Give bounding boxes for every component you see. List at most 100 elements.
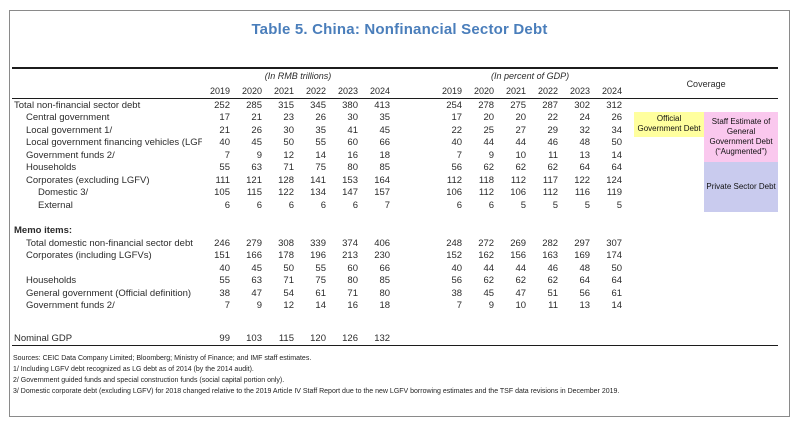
rmb-value-cell: 164 xyxy=(374,174,391,186)
year-header: 2023 xyxy=(562,83,595,99)
row-label: Total non-financial sector debt xyxy=(14,99,141,111)
gdp-value-cell: 64 xyxy=(611,275,623,287)
gdp-value-cell: 11 xyxy=(548,300,559,312)
gdp-value-cell: 156 xyxy=(510,250,527,262)
gdp-value-cell: 22 xyxy=(451,124,463,136)
gdp-value-cell: 44 xyxy=(515,137,527,149)
rmb-value-cell: 141 xyxy=(310,174,326,186)
rmb-value-cell: 71 xyxy=(283,275,294,287)
rmb-value-cell: 47 xyxy=(251,287,262,299)
gdp-value-cell: 26 xyxy=(611,112,623,124)
gdp-value-cell: 302 xyxy=(574,99,591,111)
table-row: Local government 1/21 26 30 35 41 45 22 25 27 29 3… xyxy=(12,124,778,137)
year-header: 2020 xyxy=(466,83,499,99)
gdp-value-cell: 62 xyxy=(515,275,527,287)
group-header-rmb: (In RMB trillions) xyxy=(202,67,395,83)
gdp-value-cell xyxy=(434,225,466,238)
gdp-value-cell: 9 xyxy=(488,149,495,161)
column-gap xyxy=(394,124,434,137)
rmb-value-cell: 151 xyxy=(214,250,230,262)
column-gap xyxy=(394,225,434,238)
gdp-value-cell: 122 xyxy=(574,174,591,186)
column-gap xyxy=(626,225,634,238)
row-label: Corporates (excluding LGFV) xyxy=(26,174,150,186)
coverage-empty-cell xyxy=(634,262,778,275)
gdp-value-cell: 7 xyxy=(456,300,463,312)
gdp-value-cell: 5 xyxy=(616,199,623,211)
table-frame: Table 5. China: Nonfinancial Sector Debt… xyxy=(9,10,790,417)
gdp-value-cell: 297 xyxy=(574,237,591,249)
rmb-value-cell: 55 xyxy=(219,162,230,174)
rmb-value-cell: 122 xyxy=(278,187,294,199)
row-label: External xyxy=(38,199,73,211)
gdp-value-cell xyxy=(594,332,627,346)
column-gap xyxy=(394,250,434,263)
year-header: 2019 xyxy=(434,83,467,99)
rmb-value-cell: 7 xyxy=(384,199,391,211)
rmb-value-cell: 147 xyxy=(342,187,358,199)
gdp-value-cell: 5 xyxy=(520,199,527,211)
gdp-value-cell: 269 xyxy=(510,237,527,249)
gdp-value-cell: 40 xyxy=(451,137,463,149)
group-header-row: (In RMB trillions) (In percent of GDP) C… xyxy=(12,67,779,99)
column-gap xyxy=(626,275,634,288)
rmb-value-cell: 246 xyxy=(214,237,230,249)
rmb-value-cell: 66 xyxy=(379,262,391,274)
row-label: Central government xyxy=(26,112,110,124)
header-coverage: Coverage xyxy=(634,67,779,99)
column-gap xyxy=(626,99,634,112)
gdp-value-cell: 272 xyxy=(478,237,495,249)
column-gap xyxy=(394,137,434,150)
rmb-value-cell: 26 xyxy=(315,112,326,124)
table-row: Corporates (excluding LGFV) 111 121 128 141 1… xyxy=(12,174,778,187)
row-label: Corporates (including LGFVs) xyxy=(26,250,152,262)
table-row: Corporates (including LGFVs) 151 166 178 196… xyxy=(12,250,778,263)
column-gap xyxy=(626,262,634,275)
row-label: Government funds 2/ xyxy=(26,149,115,161)
rmb-value-cell: 6 xyxy=(256,199,262,211)
row-label: Local government 1/ xyxy=(26,124,113,136)
rmb-value-cell: 339 xyxy=(310,237,326,249)
rmb-value-cell: 30 xyxy=(347,112,358,124)
rmb-value-cell: 380 xyxy=(342,99,358,111)
gdp-value-cell: 116 xyxy=(574,187,591,199)
gdp-value-cell: 118 xyxy=(478,174,495,186)
rmb-value-cell: 66 xyxy=(379,137,391,149)
table-row: Government funds 2/7 9 12 14 16 18 7 9 10 11 13 14 xyxy=(12,300,778,313)
rmb-value-cell: 99 xyxy=(202,332,234,346)
rmb-value-cell: 38 xyxy=(219,287,230,299)
gdp-value-cell: 62 xyxy=(515,162,527,174)
years-header-row: 2019 2020 2021 2022 2023 2024 2019 2020 … xyxy=(12,83,778,99)
gdp-value-cell xyxy=(434,332,467,346)
rmb-value-cell: 63 xyxy=(251,162,262,174)
gdp-value-cell: 45 xyxy=(483,287,495,299)
gdp-value-cell: 7 xyxy=(456,149,463,161)
rmb-value-cell: 60 xyxy=(347,137,358,149)
rmb-value-cell: 121 xyxy=(246,174,262,186)
coverage-empty-cell xyxy=(634,99,704,112)
rmb-value-cell: 213 xyxy=(342,250,358,262)
gdp-value-cell: 106 xyxy=(446,187,463,199)
rmb-value-cell: 230 xyxy=(374,250,391,262)
rmb-value-cell: 279 xyxy=(246,237,262,249)
rmb-value-cell: 16 xyxy=(347,149,358,161)
spacer-row xyxy=(12,212,778,225)
gdp-value-cell: 27 xyxy=(515,124,527,136)
rmb-value-cell: 45 xyxy=(379,124,391,136)
year-header: 2023 xyxy=(330,83,362,99)
gdp-value-cell: 56 xyxy=(451,162,463,174)
gdp-value-cell: 17 xyxy=(451,112,463,124)
gdp-value-cell: 62 xyxy=(547,162,559,174)
rmb-value-cell: 14 xyxy=(315,300,326,312)
gdp-value-cell: 64 xyxy=(611,162,623,174)
coverage-empty-cell xyxy=(634,225,778,238)
rmb-value-cell: 71 xyxy=(347,287,358,299)
gdp-value-cell: 112 xyxy=(446,174,463,186)
column-gap xyxy=(394,300,434,313)
gdp-value-cell xyxy=(466,332,499,346)
gdp-value-cell: 56 xyxy=(579,287,591,299)
rmb-value-cell: 61 xyxy=(315,287,326,299)
gdp-value-cell xyxy=(498,332,531,346)
row-label: Government funds 2/ xyxy=(26,300,115,312)
spacer-cell xyxy=(12,312,778,332)
